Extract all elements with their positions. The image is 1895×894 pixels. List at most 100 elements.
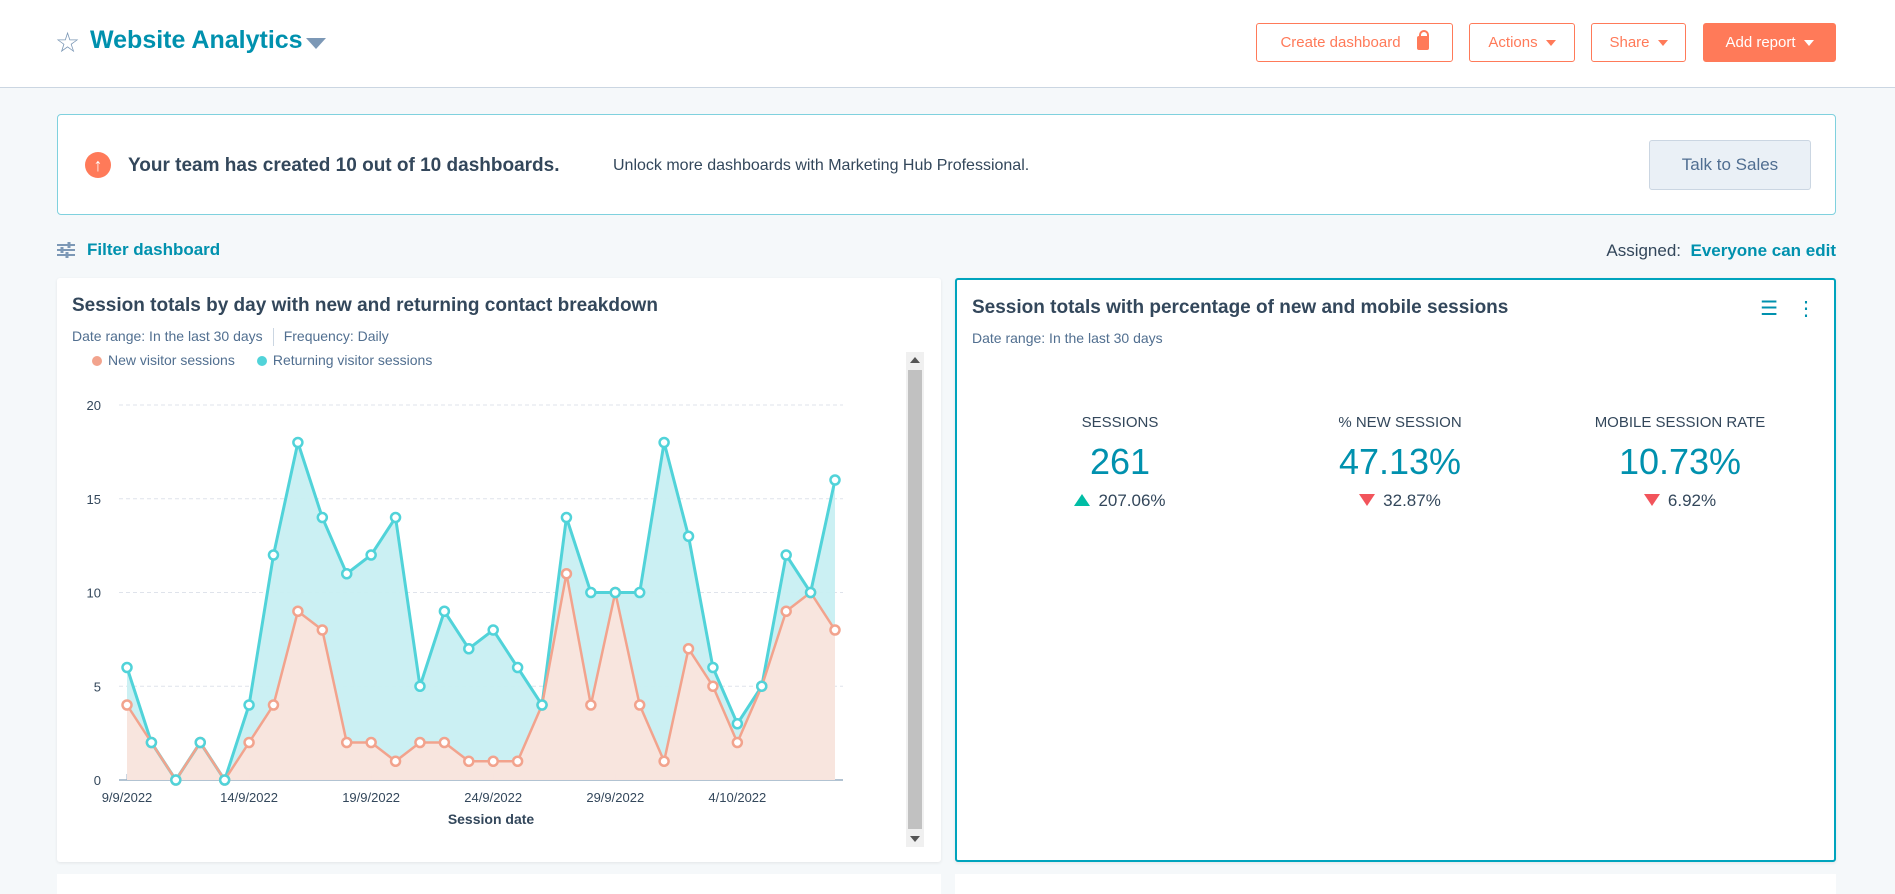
y-tick-label: 10 [87,586,101,601]
data-point-returning [316,511,329,524]
chart-legend: New visitor sessions Returning visitor s… [92,352,432,368]
assigned-value-link[interactable]: Everyone can edit [1690,241,1836,260]
actions-button[interactable]: Actions [1469,23,1575,62]
upgrade-banner: ↑ Your team has created 10 out of 10 das… [57,114,1836,215]
date-range: Date range: In the last 30 days [972,330,1163,346]
legend-label: New visitor sessions [108,352,235,368]
talk-to-sales-button[interactable]: Talk to Sales [1649,140,1811,190]
data-point-returning [365,549,377,561]
data-point-new [267,699,280,711]
data-point-returning [170,774,182,786]
data-point-returning [487,624,499,636]
data-point-new [121,699,133,711]
filter-dashboard-label: Filter dashboard [87,240,221,259]
y-tick-label: 5 [94,679,101,694]
x-tick-label: 9/9/2022 [102,790,153,805]
data-point-new [365,736,377,749]
add-report-button[interactable]: Add report [1703,23,1836,62]
data-point-new [829,624,841,636]
data-point-new [292,605,304,617]
data-point-new [560,568,573,580]
assigned-info: Assigned: Everyone can edit [1606,241,1836,261]
legend-item-returning[interactable]: Returning visitor sessions [256,352,433,368]
report-settings-sliders-icon[interactable]: ☰ [1760,298,1778,320]
dashboard-title[interactable]: Website Analytics [90,26,303,54]
y-tick-label: 0 [94,773,101,788]
data-point-returning [731,718,744,730]
data-point-new [780,605,792,617]
data-point-returning [780,549,792,561]
report-title[interactable]: Session totals with percentage of new an… [972,297,1509,318]
data-point-returning [145,736,158,749]
next-report-card [955,874,1836,894]
data-point-returning [511,661,524,674]
legend-item-new[interactable]: New visitor sessions [92,352,235,368]
dashboard-switcher-caret-icon[interactable] [306,38,326,49]
create-dashboard-label: Create dashboard [1280,34,1401,51]
data-point-returning [756,680,768,692]
trend-up-icon [1074,494,1091,506]
arrow-up-icon: ↑ [85,152,111,178]
data-point-returning [194,736,206,749]
sliders-icon [57,242,75,258]
x-tick-label: 14/9/2022 [220,790,278,805]
data-point-returning [609,586,622,599]
metric-value: 47.13% [1338,441,1462,482]
data-point-returning [243,699,255,711]
session-metrics-card: Session totals with percentage of new an… [955,278,1836,862]
share-button[interactable]: Share [1591,23,1686,62]
x-tick-label: 19/9/2022 [342,790,400,805]
caret-down-icon [1803,39,1814,46]
metric-mobile-session-rate: MOBILE SESSION RATE 10.73% 6.92% [1530,414,1830,511]
data-point-new [682,643,695,655]
y-tick-label: 20 [87,398,101,413]
data-point-new [438,736,451,749]
lock-icon [1416,29,1429,50]
data-point-new [463,755,475,767]
create-dashboard-button[interactable]: Create dashboard [1256,23,1453,62]
data-point-returning [633,586,646,599]
metric-change: 207.06% [1098,491,1166,510]
data-point-returning [121,661,133,674]
date-range: Date range: In the last 30 days [72,328,263,344]
data-point-returning [463,643,475,655]
share-label: Share [1609,34,1650,51]
metric-label: % NEW SESSION [1338,414,1462,431]
favorite-star-icon[interactable]: ☆ [55,27,81,58]
line-returning [125,436,837,784]
data-point-new [633,699,646,711]
metric-sessions: SESSIONS 261 207.06% [970,414,1270,511]
filter-dashboard-button[interactable]: Filter dashboard [57,240,220,260]
report-title[interactable]: Session totals by day with new and retur… [72,295,658,316]
chart-scrollbar[interactable] [906,352,924,847]
banner-text: Unlock more dashboards with Marketing Hu… [613,157,1030,174]
data-point-returning [389,511,402,524]
metric-change: 32.87% [1383,491,1441,510]
data-point-new [414,736,426,749]
data-point-new [658,755,670,767]
data-point-returning [536,699,548,711]
data-point-new [511,755,524,767]
data-point-new [389,755,402,767]
more-options-icon[interactable]: ⋮ [1796,298,1816,320]
session-totals-chart-card: Session totals by day with new and retur… [57,278,941,862]
caret-down-icon [1657,39,1668,46]
trend-down-icon [1643,494,1660,506]
legend-label: Returning visitor sessions [272,352,433,368]
scrollbar-thumb[interactable] [908,370,922,829]
data-point-returning [292,436,304,449]
area-new [127,573,835,780]
metric-value: 10.73% [1618,441,1742,482]
metric-label: MOBILE SESSION RATE [1594,414,1766,431]
data-point-returning [218,774,231,786]
caret-down-icon [1545,39,1556,46]
frequency: Frequency: Daily [283,328,389,344]
data-point-new [340,736,353,749]
next-report-card [57,874,941,894]
data-point-returning [682,530,695,542]
line-new [125,573,837,783]
metric-new-session: % NEW SESSION 47.13% 32.87% [1250,414,1550,511]
actions-label: Actions [1488,34,1538,51]
x-tick-label: 24/9/2022 [464,790,522,805]
metric-label: SESSIONS [1081,414,1159,431]
